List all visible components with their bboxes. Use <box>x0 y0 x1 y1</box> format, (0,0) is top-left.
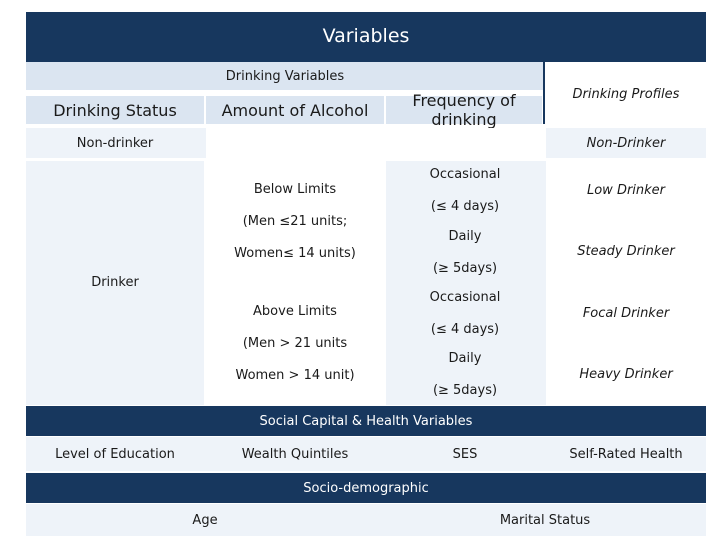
wealth-quintiles: Wealth Quintiles <box>241 447 349 462</box>
non-drinker-white-cell <box>206 128 546 158</box>
profile-low-drinker: Low Drinker <box>586 183 666 198</box>
drinker-status: Drinker <box>91 275 139 290</box>
below-limits-women: Women≤ 14 units) <box>234 246 356 261</box>
frequency-column-block <box>386 161 546 405</box>
socio-demographic-row <box>26 504 706 536</box>
socio-demographic-header: Socio-demographic <box>26 473 706 503</box>
column-amount-of-alcohol: Amount of Alcohol <box>206 96 384 124</box>
above-limits-men: (Men > 21 units <box>242 336 348 351</box>
profile-steady-drinker: Steady Drinker <box>577 244 675 259</box>
page-title: Variables <box>322 25 410 47</box>
social-capital-header: Social Capital & Health Variables <box>26 406 706 436</box>
marital-status: Marital Status <box>499 513 591 528</box>
age: Age <box>192 513 218 528</box>
freq-daily-days-1: (≥ 5days) <box>432 261 498 276</box>
column-drinking-status: Drinking Status <box>26 96 204 124</box>
level-of-education: Level of Education <box>55 447 175 462</box>
header-divider <box>543 62 545 124</box>
self-rated-health: Self-Rated Health <box>569 447 683 462</box>
profile-focal-drinker: Focal Drinker <box>582 306 670 321</box>
below-limits-label: Below Limits <box>253 182 337 197</box>
below-limits-men: (Men ≤21 units; <box>242 214 348 229</box>
freq-occasional-2: Occasional <box>429 290 501 305</box>
freq-daily-days-2: (≥ 5days) <box>432 383 498 398</box>
ses: SES <box>452 447 478 462</box>
freq-occasional-1: Occasional <box>429 167 501 182</box>
drinker-status-cell <box>26 161 204 405</box>
freq-occasional-days-2: (≤ 4 days) <box>430 322 500 337</box>
profile-heavy-drinker: Heavy Drinker <box>579 367 673 382</box>
profile-non-drinker: Non-Drinker <box>586 136 666 151</box>
drinking-variables-header: Drinking Variables <box>26 62 544 90</box>
above-limits-women: Women > 14 unit) <box>235 368 355 383</box>
above-limits-label: Above Limits <box>253 304 337 319</box>
title-bar: Variables <box>26 12 706 62</box>
freq-occasional-days-1: (≤ 4 days) <box>430 199 500 214</box>
social-capital-row <box>26 437 706 471</box>
drinking-profiles-header: Drinking Profiles <box>572 86 680 102</box>
non-drinker-status: Non-drinker <box>76 136 154 151</box>
column-frequency-of-drinking: Frequency of drinking <box>386 91 542 129</box>
freq-daily-1: Daily <box>448 229 482 244</box>
freq-daily-2: Daily <box>448 351 482 366</box>
